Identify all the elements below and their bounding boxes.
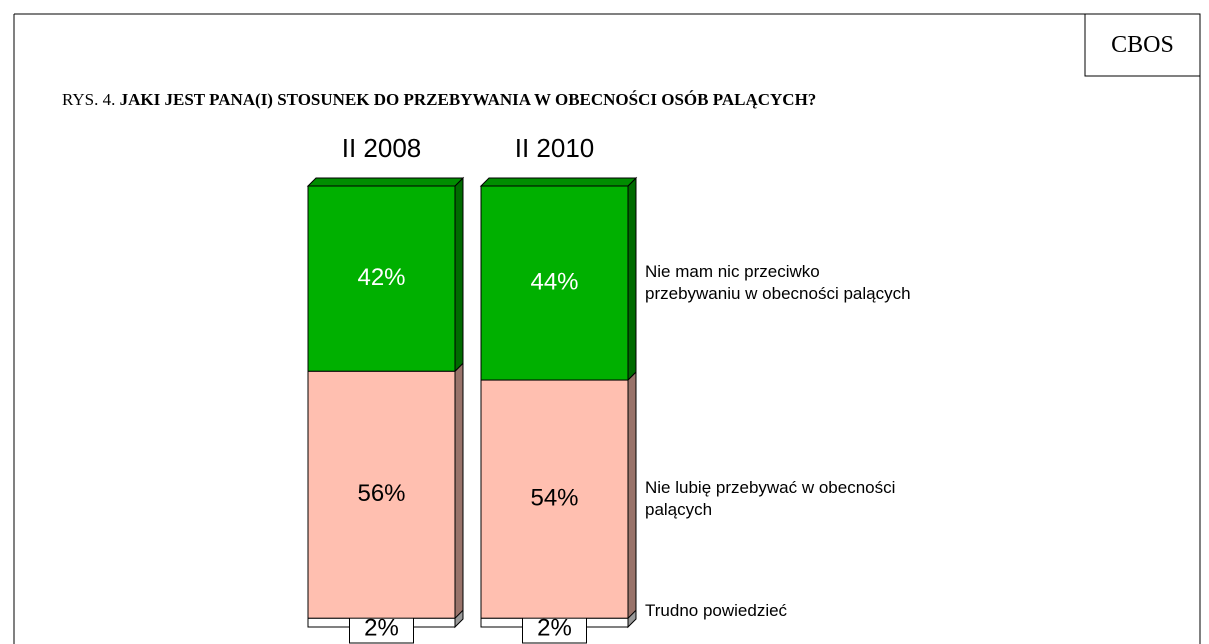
- source: CBOS: [1111, 32, 1174, 58]
- figure-label: RYS. 4.: [62, 90, 116, 109]
- value-label: 42%: [357, 264, 405, 291]
- bar-side: [627, 176, 637, 382]
- x-tick-label: II 2010: [515, 133, 595, 163]
- bar-top: [479, 177, 638, 187]
- legend-label: Nie lubię przebywać w obecności palących: [645, 478, 896, 520]
- value-label: 54%: [530, 484, 578, 511]
- legend-label: Trudno powiedzieć: [645, 601, 788, 620]
- bar-segment: [480, 185, 629, 381]
- bar-segment: [307, 185, 456, 372]
- value-label: 2%: [364, 614, 399, 641]
- bar-side: [627, 370, 637, 620]
- title: JAKI JEST PANA(I) STOSUNEK DO PRZEBYWANI…: [119, 90, 817, 109]
- bar-side: [454, 176, 464, 373]
- bar-segment: [480, 379, 629, 619]
- chart-title: RYS. 4. JAKI JEST PANA(I) STOSUNEK DO PR…: [62, 90, 816, 110]
- source-box: [1084, 13, 1201, 77]
- value-label: 56%: [357, 480, 405, 507]
- x-tick-label: II 2008: [342, 133, 422, 163]
- bar-side: [454, 362, 464, 620]
- value-label: 2%: [537, 614, 572, 641]
- value-label: 44%: [530, 268, 578, 295]
- bar-top: [306, 177, 465, 187]
- legend-label: Nie mam nic przeciwko przebywaniu w obec…: [645, 262, 911, 304]
